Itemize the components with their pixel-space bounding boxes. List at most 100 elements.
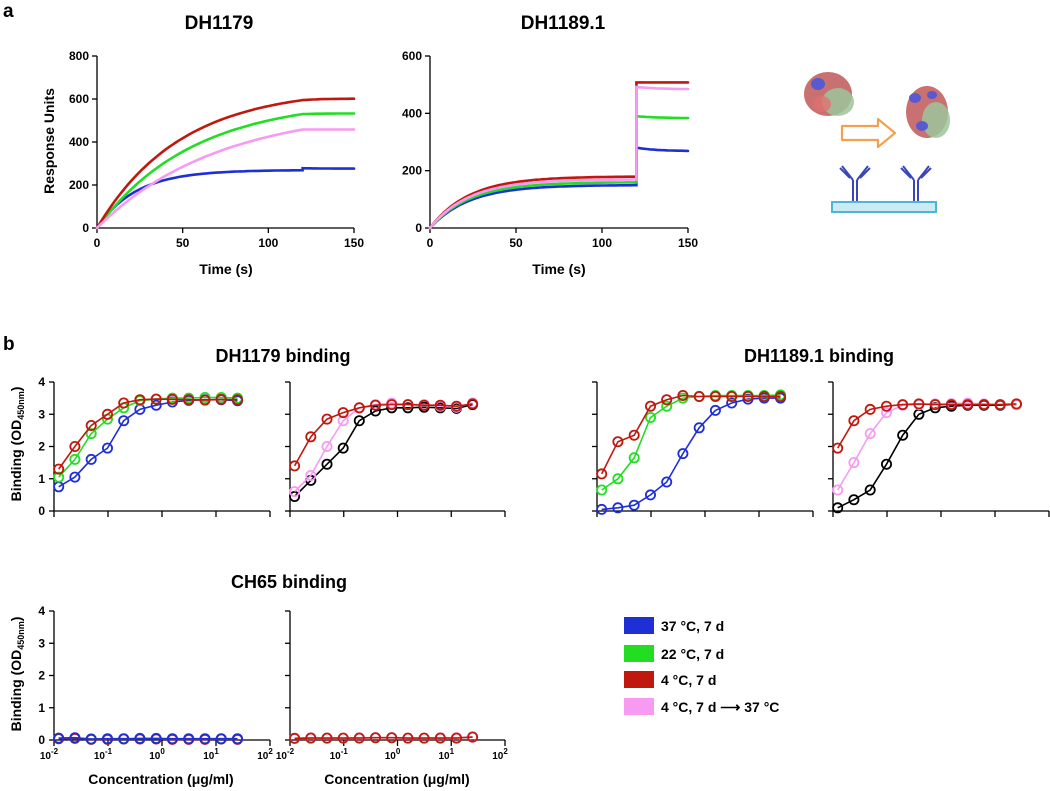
sensor-surface	[831, 201, 937, 213]
y-tick-label: 400	[69, 135, 89, 149]
data-point-22c	[645, 411, 657, 423]
series-line-4c_to_37c	[294, 402, 473, 493]
series-line-4c	[428, 81, 690, 230]
axis-lines	[53, 382, 270, 512]
x-tick-label: 102	[257, 747, 273, 762]
spr-xlabel-dh1179: Time (s)	[199, 261, 252, 277]
data-point-37c	[628, 499, 640, 511]
data-point-37c	[677, 448, 689, 460]
elisa-plot-ch65-b: 10-2 10-1 100 101 102	[276, 610, 508, 762]
data-point-4c	[775, 390, 787, 402]
spr-xlabel-dh1189: Time (s)	[532, 261, 585, 277]
spr-title-dh1189: DH1189.1	[521, 13, 606, 34]
y-tick-label: 2	[38, 440, 45, 454]
elisa-plot-dh1179-b	[285, 381, 506, 517]
conformation-arrow-icon	[840, 117, 897, 149]
data-point-4c	[321, 413, 333, 425]
legend-swatch-22c	[624, 645, 654, 662]
data-point-4c	[85, 419, 97, 431]
data-point-22c	[69, 453, 81, 465]
data-point-4c	[929, 399, 941, 411]
data-point-4c	[321, 732, 333, 744]
data-point-control	[289, 490, 301, 502]
data-point-4c	[134, 394, 146, 406]
data-point-4c	[628, 429, 640, 441]
spr-title-dh1179: DH1179	[185, 13, 254, 34]
axis-lines	[96, 56, 354, 229]
data-point-4c	[994, 399, 1006, 411]
y-tick-label: 0	[38, 733, 45, 747]
spr-schematic	[804, 72, 950, 213]
data-point-4c	[386, 732, 398, 744]
data-point-control	[337, 442, 349, 454]
series-line-22c	[428, 114, 690, 230]
data-point-4c	[305, 431, 317, 443]
data-point-4c_to_37c	[289, 486, 301, 498]
data-point-4c	[709, 390, 721, 402]
series-line-control	[837, 403, 1017, 509]
data-point-4c	[369, 732, 381, 744]
series-line-4c	[58, 398, 238, 470]
series-line-4c	[294, 736, 473, 740]
data-point-4c	[118, 397, 130, 409]
data-point-4c	[337, 732, 349, 744]
data-point-37c	[150, 732, 162, 744]
antibody-icon	[900, 165, 932, 202]
x-tick-label: 0	[94, 236, 101, 250]
data-point-4c	[353, 402, 365, 414]
x-tick-label: 50	[509, 236, 523, 250]
data-point-37c	[69, 732, 81, 744]
legend-label-4c: 4 °C, 7 d	[661, 672, 716, 688]
data-point-control	[864, 484, 876, 496]
axis-lines	[289, 611, 505, 741]
x-tick-label: 100	[592, 236, 612, 250]
series-line-37c	[428, 146, 690, 230]
legend: 37 °C, 7 d 22 °C, 7 d 4 °C, 7 d 4 °C, 7 …	[624, 617, 779, 715]
data-point-37c	[645, 489, 657, 501]
y-tick-label: 1	[38, 472, 45, 486]
data-point-37c	[215, 733, 227, 745]
data-point-4c_to_37c	[321, 440, 333, 452]
data-point-37c	[709, 404, 721, 416]
y-tick-label: 0	[82, 221, 89, 235]
data-point-37c	[199, 733, 211, 745]
elisa-xlabel-ch65-b: Concentration (μg/ml)	[324, 771, 469, 787]
data-point-4c	[758, 390, 770, 402]
x-tick-label: 100	[149, 747, 165, 762]
data-point-22c	[85, 428, 97, 440]
x-tick-label: 10-1	[94, 747, 113, 762]
data-point-4c	[369, 399, 381, 411]
data-point-4c	[596, 468, 608, 480]
y-tick-label: 3	[38, 636, 45, 650]
data-point-4c	[742, 390, 754, 402]
spike-protein-closed-icon	[804, 72, 854, 116]
data-point-control	[848, 494, 860, 506]
data-point-37c	[85, 453, 97, 465]
series-line-37c	[601, 397, 781, 511]
legend-swatch-37c	[624, 617, 654, 634]
x-tick-label: 50	[176, 236, 190, 250]
y-tick-label: 0	[415, 221, 422, 235]
data-point-4c_to_37c	[864, 428, 876, 440]
data-point-4c	[450, 400, 462, 412]
series-line-4c	[95, 97, 356, 230]
data-point-37c	[150, 399, 162, 411]
data-point-4c	[53, 463, 65, 475]
y-tick-label: 1	[38, 701, 45, 715]
data-point-4c	[467, 731, 479, 743]
series-line-22c	[95, 112, 356, 230]
data-point-control	[897, 429, 909, 441]
data-point-4c	[832, 442, 844, 454]
x-tick-label: 10-2	[276, 747, 295, 762]
data-point-4c	[962, 399, 974, 411]
data-point-4c	[215, 393, 227, 405]
data-point-control	[832, 502, 844, 514]
data-point-4c	[386, 399, 398, 411]
legend-swatch-4c	[624, 671, 654, 688]
data-point-4c	[199, 394, 211, 406]
data-point-4c	[897, 399, 909, 411]
data-point-4c	[450, 732, 462, 744]
x-tick-label: 101	[203, 747, 219, 762]
data-point-37c	[118, 415, 130, 427]
x-tick-label: 10-1	[330, 747, 349, 762]
